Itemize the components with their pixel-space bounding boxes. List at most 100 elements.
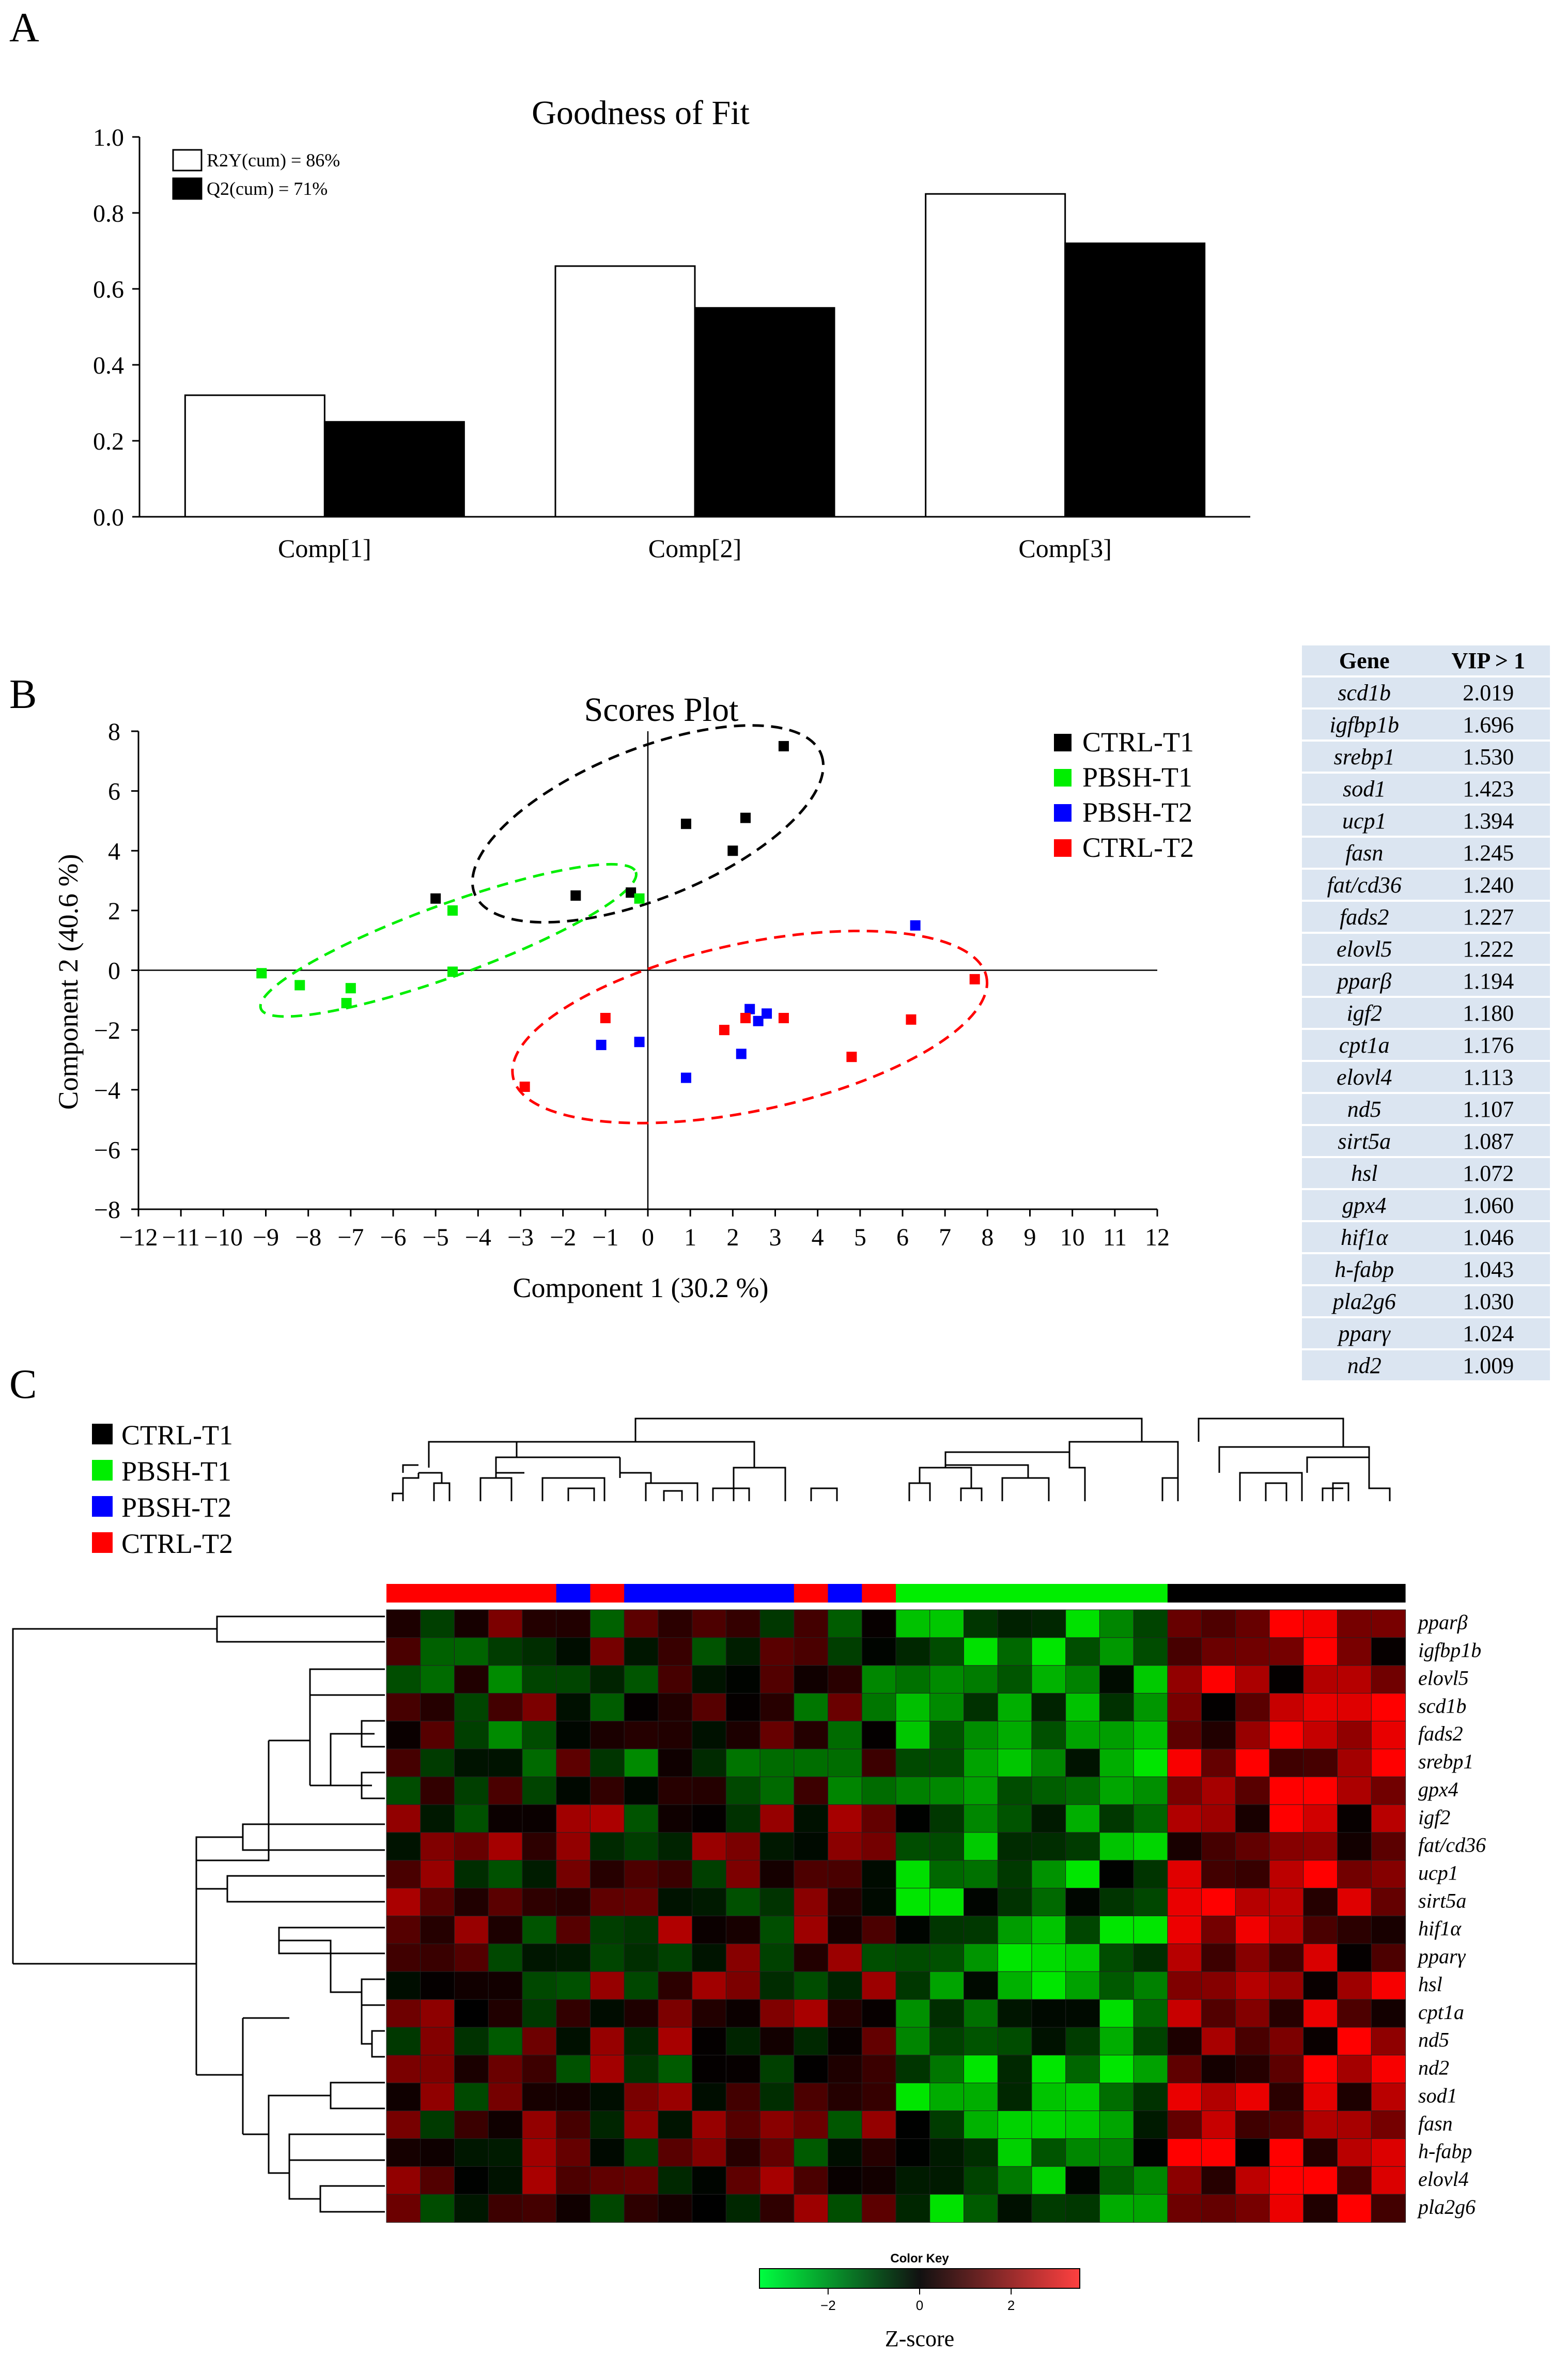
- heatmap-cell: [488, 1776, 523, 1806]
- vip-table-row: pparβ 1.194: [1302, 966, 1550, 996]
- heatmap-cell: [1065, 1999, 1100, 2028]
- heatmap-cell: [1269, 1637, 1304, 1666]
- heatmap-cell: [1031, 2027, 1066, 2056]
- row-dendrogram: [12, 1615, 385, 2213]
- chart-b-point: [744, 1004, 755, 1014]
- chart-b-legend: CTRL-T1 PBSH-T1 PBSH-T2 CTRL-T2: [1054, 727, 1194, 863]
- heatmap-cell: [895, 1665, 930, 1694]
- vip-gene-cell: nd5: [1302, 1094, 1427, 1124]
- chart-b-point: [294, 980, 305, 991]
- heatmap-cell: [861, 2166, 897, 2195]
- heatmap-cell: [556, 1971, 591, 2000]
- chart-a-legend-swatch: [172, 149, 203, 172]
- heatmap-cell: [488, 1637, 523, 1666]
- heatmap-cell: [420, 2111, 455, 2139]
- vip-gene-cell: hsl: [1302, 1158, 1427, 1188]
- heatmap-row-label: nd2: [1418, 2056, 1449, 2080]
- heatmap-cell: [997, 1609, 1033, 1638]
- heatmap-cell: [624, 1665, 659, 1694]
- heatmap-cell: [1031, 1776, 1066, 1806]
- heatmap-cell: [692, 1637, 727, 1666]
- heatmap-cell: [997, 1804, 1033, 1834]
- column-group-cell: [1337, 1584, 1372, 1603]
- heatmap-cell: [725, 2055, 761, 2084]
- chart-a-y-tick-label: 0.4: [93, 352, 124, 379]
- heatmap-cell: [1167, 2027, 1202, 2056]
- heatmap-cell: [692, 2055, 727, 2084]
- heatmap-cell: [658, 1776, 693, 1806]
- vip-table-row: hif1α 1.046: [1302, 1222, 1550, 1252]
- column-group-cell: [1235, 1584, 1270, 1603]
- heatmap-cell: [1303, 1971, 1338, 2000]
- heatmap-cell: [1031, 1832, 1066, 1861]
- heatmap-cell: [1337, 1720, 1372, 1750]
- heatmap-cell: [522, 1804, 557, 1834]
- heatmap-row-label: nd5: [1418, 2028, 1449, 2052]
- heatmap-cell: [1303, 2166, 1338, 2195]
- heatmap-cell: [997, 1776, 1033, 1806]
- heatmap-cell: [861, 1888, 897, 1917]
- vip-gene-cell: pparγ: [1302, 1318, 1427, 1348]
- heatmap-cell: [759, 1720, 795, 1750]
- heatmap-cell: [420, 1804, 455, 1834]
- goodness-of-fit-chart: Goodness of Fit R2Y(cum) = 86% Q2(cum) = …: [93, 94, 1250, 563]
- vip-value-cell: 1.030: [1426, 1286, 1550, 1316]
- chart-b-x-tick-label: −7: [337, 1224, 364, 1251]
- heatmap-cell: [1269, 1832, 1304, 1861]
- heatmap-cell: [725, 1832, 761, 1861]
- heatmap-cell: [522, 1888, 557, 1917]
- heatmap-cell: [692, 2027, 727, 2056]
- heatmap-cell: [1201, 2166, 1236, 2195]
- vip-gene-cell: elovl5: [1302, 934, 1427, 964]
- heatmap-cell: [1167, 1804, 1202, 1834]
- heatmap-cell: [556, 1943, 591, 1973]
- heatmap-cell: [420, 1999, 455, 2028]
- heatmap-cell: [386, 1860, 421, 1889]
- heatmap-cell: [386, 1804, 421, 1834]
- heatmap-cell: [794, 1665, 829, 1694]
- vip-gene-cell: igf2: [1302, 998, 1427, 1028]
- heatmap-cell: [386, 2166, 421, 2195]
- heatmap-cell: [589, 2055, 625, 2084]
- heatmap-cell: [828, 2194, 863, 2223]
- heatmap-cell: [386, 1609, 421, 1638]
- heatmap-cell: [522, 2055, 557, 2084]
- heatmap-cell: [828, 1720, 863, 1750]
- heatmap-cell: [556, 1720, 591, 1750]
- vip-value-cell: 1.107: [1426, 1094, 1550, 1124]
- heatmap-cell: [386, 1999, 421, 2028]
- column-group-cell: [692, 1584, 726, 1603]
- heatmap-cell: [488, 2138, 523, 2167]
- heatmap-cell: [556, 2166, 591, 2195]
- heatmap-cell: [759, 2138, 795, 2167]
- heatmap-cell: [556, 2055, 591, 2084]
- heatmap-cell: [386, 1776, 421, 1806]
- heatmap-cell: [420, 1665, 455, 1694]
- heatmap-cell: [589, 2194, 625, 2223]
- color-key-title: Color Key: [890, 2252, 949, 2266]
- heatmap-cell: [861, 2083, 897, 2112]
- heatmap-cell: [861, 1609, 897, 1638]
- heatmap-cell: [692, 1720, 727, 1750]
- chart-b-x-tick-label: −12: [119, 1224, 158, 1251]
- heatmap-cell: [759, 2194, 795, 2223]
- heatmap-cell: [1235, 2138, 1270, 2167]
- heatmap-cell: [589, 1999, 625, 2028]
- heatmap-cell: [420, 1971, 455, 2000]
- heatmap-cell: [624, 1637, 659, 1666]
- heatmap-cell: [1099, 1637, 1135, 1666]
- heatmap-cell: [1337, 1916, 1372, 1945]
- column-group-cell: [794, 1584, 829, 1603]
- heatmap-cell: [488, 1971, 523, 2000]
- vip-gene-cell: igfbp1b: [1302, 710, 1427, 740]
- heatmap-cell: [1167, 1971, 1202, 2000]
- heatmap-cell: [692, 1748, 727, 1778]
- heatmap-cell: [759, 2027, 795, 2056]
- heatmap-cell: [759, 2111, 795, 2139]
- chart-b-legend-label: CTRL-T1: [1082, 727, 1194, 758]
- heatmap-cell: [1167, 2111, 1202, 2139]
- vip-table-row: scd1b 2.019: [1302, 677, 1550, 707]
- heatmap-cell: [963, 2194, 999, 2223]
- heatmap-cell: [1303, 1832, 1338, 1861]
- vip-value-cell: 1.696: [1426, 710, 1550, 740]
